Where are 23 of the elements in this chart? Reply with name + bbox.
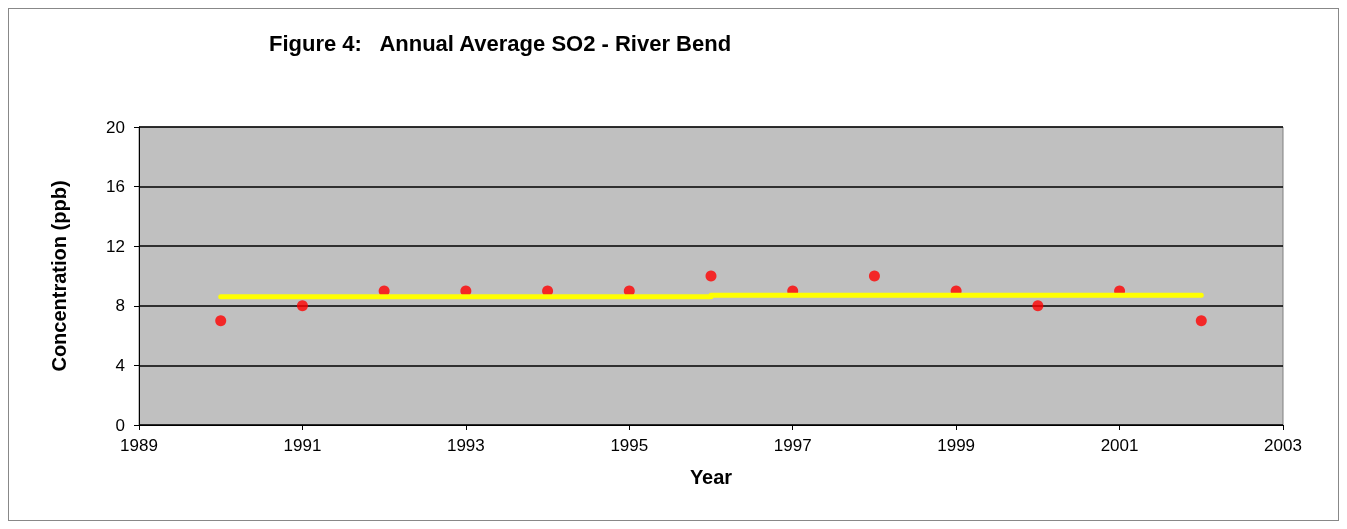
x-tick-label: 1997 bbox=[773, 436, 812, 455]
x-tick-label: 2001 bbox=[1100, 436, 1139, 455]
y-tick-label: 4 bbox=[115, 355, 125, 375]
point bbox=[1032, 300, 1044, 312]
x-tick-label: 2003 bbox=[1264, 436, 1302, 455]
point bbox=[868, 270, 880, 282]
y-tick-label: 20 bbox=[106, 117, 125, 137]
x-tick-label: 1991 bbox=[283, 436, 322, 455]
x-axis-title: Year bbox=[689, 466, 733, 488]
y-tick-label: 0 bbox=[115, 415, 125, 435]
y-tick-label: 8 bbox=[115, 296, 125, 316]
x-tick-label: 1999 bbox=[937, 436, 976, 455]
point bbox=[1195, 315, 1207, 327]
x-tick-label: 1989 bbox=[120, 436, 158, 455]
x-tick-label: 1995 bbox=[610, 436, 649, 455]
point bbox=[215, 315, 227, 327]
x-tick-label: 1993 bbox=[446, 436, 485, 455]
y-tick-label: 12 bbox=[106, 236, 125, 256]
y-axis-title: Concentration (ppb) bbox=[48, 180, 70, 372]
y-tick-label: 16 bbox=[106, 177, 125, 197]
chart-title: Figure 4: Annual Average SO2 - River Bend bbox=[269, 30, 732, 56]
point bbox=[705, 270, 717, 282]
point bbox=[296, 300, 308, 312]
